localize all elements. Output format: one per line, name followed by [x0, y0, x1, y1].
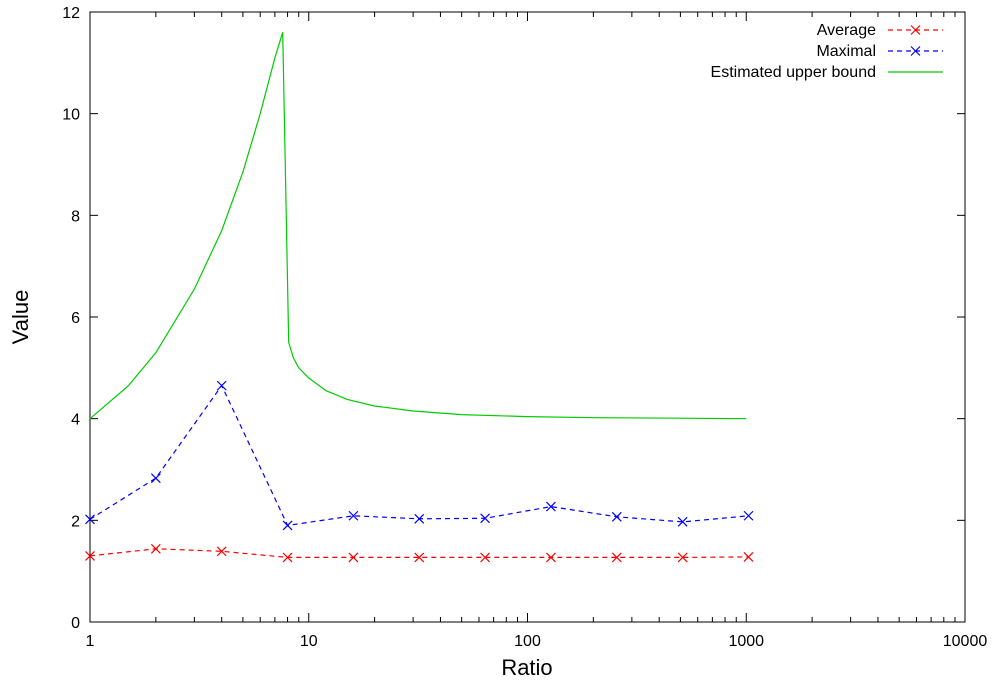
data-point-marker	[348, 552, 359, 563]
legend-item: Estimated upper bound	[711, 64, 943, 81]
x-axis-title: Ratio	[501, 655, 552, 680]
x-tick-label: 10	[300, 633, 318, 650]
data-point-marker	[216, 546, 227, 557]
data-point-marker	[546, 552, 556, 563]
y-tick-label: 0	[71, 615, 80, 632]
data-point-marker	[677, 552, 688, 563]
data-point-marker	[85, 550, 95, 561]
data-point-marker	[348, 510, 359, 521]
series-average	[85, 543, 754, 563]
data-point-marker	[480, 513, 491, 524]
data-point-marker	[611, 511, 622, 522]
data-point-marker	[150, 473, 161, 484]
legend-item: Maximal	[816, 43, 943, 60]
x-tick-label: 1000	[728, 633, 764, 650]
x-tick-label: 1	[86, 633, 95, 650]
data-point-marker	[282, 520, 293, 531]
axis-ticks: 0 2 4 6 8 10 12 1 10 100 1000 10000	[62, 5, 987, 650]
y-tick-label: 4	[71, 412, 80, 429]
data-point-marker	[546, 501, 556, 512]
data-point-marker	[150, 543, 161, 554]
x-tick-label: 10000	[943, 633, 988, 650]
data-point-marker	[282, 552, 293, 563]
y-tick-label: 10	[62, 107, 80, 124]
legend-label: Estimated upper bound	[711, 64, 876, 81]
y-tick-label: 12	[62, 5, 80, 22]
data-point-marker	[85, 514, 95, 525]
legend-item: Average	[817, 22, 943, 39]
data-point-marker	[414, 513, 425, 524]
legend-label: Maximal	[816, 43, 876, 60]
legend-marker	[910, 25, 921, 35]
legend: Average Maximal Estimated upper bound	[711, 22, 943, 81]
data-point-marker	[677, 516, 688, 527]
series-estimated-upper-bound	[89, 32, 747, 420]
y-tick-label: 2	[71, 513, 80, 530]
series-maximal	[85, 380, 754, 531]
series-layer	[85, 32, 754, 563]
y-tick-label: 8	[71, 208, 80, 225]
series-line	[89, 384, 749, 527]
y-axis-title: Value	[8, 290, 33, 345]
data-point-marker	[743, 510, 754, 521]
data-point-marker	[480, 552, 491, 563]
legend-label: Average	[817, 22, 876, 39]
series-line	[89, 548, 749, 559]
data-point-marker	[414, 552, 425, 563]
data-point-marker	[611, 552, 622, 563]
plot-frame	[89, 11, 966, 623]
data-point-marker	[216, 380, 227, 391]
y-tick-label: 6	[71, 310, 80, 327]
series-line	[89, 32, 747, 420]
x-tick-label: 100	[514, 633, 541, 650]
data-point-marker	[743, 552, 754, 562]
legend-marker	[910, 46, 921, 56]
